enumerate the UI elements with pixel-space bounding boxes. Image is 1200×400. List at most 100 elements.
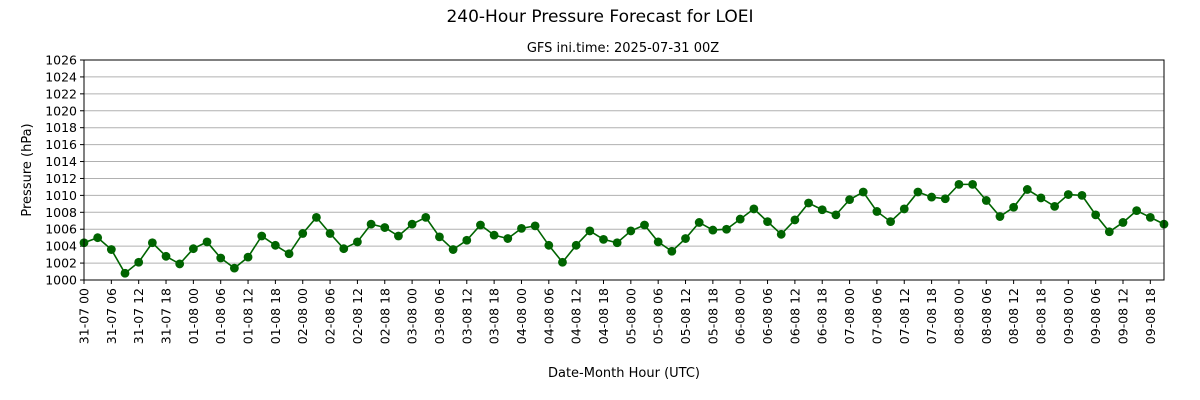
data-point [776,229,786,239]
x-tick-label: 02-08 12 [350,288,365,344]
data-point [325,229,335,238]
x-tick-label: 05-08 12 [678,288,693,344]
x-tick-label: 03-08 18 [487,288,502,344]
data-point [1009,202,1019,212]
x-tick-label: 02-08 18 [377,288,392,344]
x-tick-label: 02-08 06 [323,288,338,344]
x-tick-label: 05-08 00 [623,288,638,344]
x-tick-label: 06-08 00 [733,288,748,344]
data-point [558,257,567,267]
data-point [1145,212,1155,222]
data-point [243,252,253,262]
y-tick-label: 1004 [45,239,77,254]
plot-frame [83,59,1165,281]
data-point [106,245,116,254]
data-point [1063,190,1073,199]
y-tick-label: 1000 [45,273,77,288]
y-tick-label: 1014 [45,154,77,169]
data-point [845,195,854,205]
y-gridlines [84,76,1164,264]
data-point [640,220,649,230]
data-point [202,237,212,247]
x-tick-label: 07-08 18 [924,288,939,344]
x-tick-label: 04-08 18 [596,288,611,344]
data-point [913,187,923,197]
data-point [1132,206,1142,216]
x-tick-label: 07-08 12 [897,288,912,344]
x-tick-label: 09-08 00 [1061,288,1076,344]
data-point [626,226,636,236]
data-point [462,235,472,245]
data-point [1036,193,1046,203]
x-tick-label: 07-08 00 [842,288,857,344]
data-point [544,240,554,250]
y-tick-label: 1022 [45,86,77,101]
data-point [366,219,376,229]
data-point [831,210,841,220]
data-point [298,229,308,238]
y-tick-label: 1008 [45,205,77,220]
data-point [530,221,540,231]
data-point [927,192,936,202]
y-tick-label: 1026 [45,53,77,68]
y-axis-label: Pressure (hPa) [20,123,35,216]
data-point [968,179,978,189]
x-tick-label: 04-08 06 [541,288,556,344]
data-point [886,217,895,227]
x-tick-label: 01-08 00 [186,288,201,344]
data-point [503,234,513,243]
data-point [708,225,718,235]
data-point [448,245,458,254]
x-tick-label: 05-08 18 [705,288,720,344]
data-point [694,218,704,227]
data-point [790,215,800,225]
data-point [667,246,677,256]
x-tick-label: 31-07 06 [104,288,119,344]
x-tick-label: 06-08 12 [787,288,802,344]
chart-title: 240-Hour Pressure Forecast for LOEI [446,7,753,27]
data-point [270,240,280,250]
x-tick-label: 05-08 06 [651,288,666,344]
pressure-series [79,179,1169,278]
x-tick-label: 07-08 06 [869,288,884,344]
data-point [940,194,950,204]
y-tick-label: 1018 [45,120,77,135]
data-point [763,217,772,227]
data-point [407,219,417,229]
x-axis: 31-07 00 31-07 06 31-07 12 31-07 18 01-08 00… [77,280,1158,344]
x-tick-label: 08-08 18 [1033,288,1048,344]
data-point [1050,201,1060,211]
x-tick-label: 08-08 00 [951,288,966,344]
x-tick-label: 03-08 06 [432,288,447,344]
data-point [339,244,349,254]
x-tick-label: 08-08 12 [1006,288,1021,344]
data-point [120,268,130,278]
data-point [599,234,608,244]
data-point [421,212,431,222]
data-point [954,179,964,189]
data-point [353,237,362,247]
data-point [722,224,731,234]
data-point [394,231,403,241]
data-point [1118,218,1128,227]
y-tick-label: 1006 [45,222,77,237]
data-point [981,196,991,205]
x-tick-label: 03-08 12 [459,288,474,344]
data-point [872,207,882,216]
data-point [229,263,239,273]
data-point [147,238,157,248]
data-point [612,238,622,248]
data-point [257,231,267,241]
data-point [804,198,813,208]
y-tick-label: 1016 [45,137,77,152]
x-tick-label: 09-08 18 [1143,288,1158,344]
x-tick-label: 04-08 00 [514,288,529,344]
data-point [817,205,827,215]
data-point [585,226,595,236]
y-tick-label: 1010 [45,188,77,203]
x-tick-label: 03-08 00 [405,288,420,344]
data-point [681,234,690,243]
data-point [517,223,526,233]
x-axis-label: Date-Month Hour (UTC) [548,366,700,381]
